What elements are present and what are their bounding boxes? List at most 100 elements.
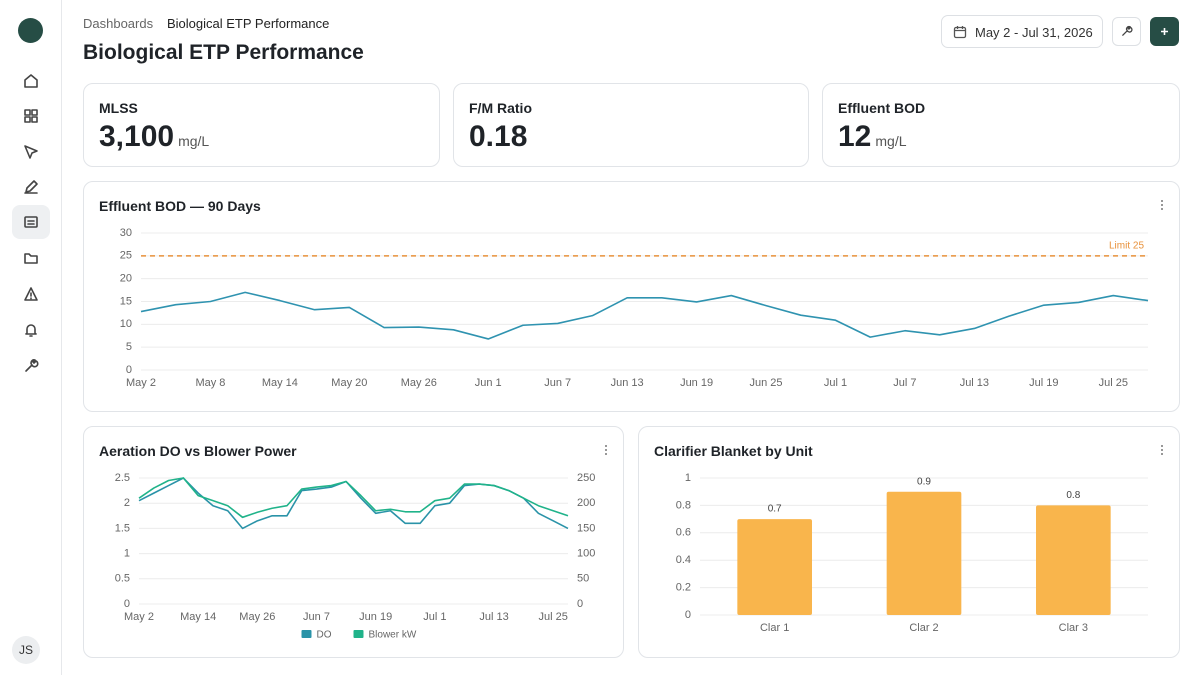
x-tick-label: May 8 bbox=[195, 377, 225, 389]
x-tick-label: May 14 bbox=[180, 611, 216, 623]
nav-alerts[interactable] bbox=[12, 277, 50, 311]
x-tick-label: Jun 7 bbox=[303, 611, 330, 623]
x-tick-label: May 26 bbox=[401, 377, 437, 389]
x-tick-label: Jul 1 bbox=[824, 377, 847, 389]
date-range: May 2 - Jul 31, 2026 bbox=[975, 25, 1093, 40]
x-tick-label: Jun 25 bbox=[750, 377, 783, 389]
breadcrumb-link[interactable]: Dashboards bbox=[83, 16, 154, 31]
chart-card: Aeration DO vs Blower Power bbox=[83, 426, 624, 658]
x-tick-label: Jun 19 bbox=[359, 611, 392, 623]
page-title: Biological ETP Performance bbox=[83, 41, 364, 64]
bar-value-label: 0.9 bbox=[917, 476, 931, 487]
x-tick-label: May 14 bbox=[262, 377, 298, 389]
y2-tick-label: 250 bbox=[577, 472, 595, 484]
y-tick-label: 0 bbox=[685, 609, 691, 621]
nav-dashboards[interactable] bbox=[12, 99, 50, 133]
kpi-value: 12 bbox=[838, 120, 872, 153]
x-tick-label: Jul 25 bbox=[1099, 377, 1128, 389]
settings-button[interactable] bbox=[1112, 17, 1141, 46]
x-tick-label: Jul 25 bbox=[539, 611, 568, 623]
y-tick-label: 30 bbox=[120, 227, 132, 239]
x-tick-label: Jun 19 bbox=[680, 377, 713, 389]
x-tick-label: Clar 3 bbox=[1059, 622, 1088, 634]
user-avatar[interactable]: JS bbox=[12, 636, 40, 664]
y2-tick-label: 100 bbox=[577, 548, 595, 560]
y-tick-label: 10 bbox=[120, 318, 132, 330]
kpi-label: MLSS bbox=[99, 100, 138, 116]
y2-tick-label: 150 bbox=[577, 522, 595, 534]
y-tick-label: 1.5 bbox=[115, 522, 130, 534]
y-tick-label: 5 bbox=[126, 341, 132, 353]
y-tick-label: 1 bbox=[124, 548, 130, 560]
x-tick-label: Jul 7 bbox=[893, 377, 916, 389]
kpi-card: Effluent BOD 12 mg/L bbox=[822, 83, 1180, 167]
kpi-unit: mg/L bbox=[178, 133, 210, 149]
y-tick-label: 2.5 bbox=[115, 472, 130, 484]
legend-swatch bbox=[353, 630, 364, 638]
chart-title: Clarifier Blanket by Unit bbox=[654, 443, 813, 459]
x-tick-label: Jul 1 bbox=[423, 611, 446, 623]
legend-swatch bbox=[301, 630, 312, 638]
date-range-picker[interactable]: May 2 - Jul 31, 2026 bbox=[941, 15, 1103, 48]
x-tick-label: May 26 bbox=[239, 611, 275, 623]
nav-explore[interactable] bbox=[12, 135, 50, 169]
x-tick-label: Jun 1 bbox=[475, 377, 502, 389]
chart-menu[interactable] bbox=[605, 445, 608, 457]
nav-reports[interactable] bbox=[12, 205, 50, 239]
chart-menu[interactable] bbox=[1161, 200, 1164, 212]
y-tick-label: 0.6 bbox=[676, 527, 691, 539]
kpi-card: MLSS 3,100 mg/L bbox=[83, 83, 440, 167]
kpi-card: F/M Ratio 0.18 bbox=[453, 83, 809, 167]
kpi-value: 3,100 bbox=[99, 120, 175, 153]
nav-settings[interactable] bbox=[12, 349, 50, 383]
x-tick-label: Clar 2 bbox=[909, 622, 938, 634]
nav-notifications[interactable] bbox=[12, 313, 50, 347]
nav-edit[interactable] bbox=[12, 170, 50, 204]
legend-label: Blower kW bbox=[369, 630, 417, 641]
breadcrumb-current: Biological ETP Performance bbox=[167, 16, 330, 31]
kpi-value-row: 12 mg/L bbox=[838, 120, 907, 154]
kpi-unit: mg/L bbox=[875, 133, 907, 149]
kpi-value-row: 3,100 mg/L bbox=[99, 120, 209, 154]
bar-value-label: 0.8 bbox=[1066, 490, 1080, 501]
x-tick-label: May 2 bbox=[124, 611, 154, 623]
chart-menu[interactable] bbox=[1161, 445, 1164, 457]
y-tick-label: 0.5 bbox=[115, 573, 130, 585]
kpi-label: Effluent BOD bbox=[838, 100, 926, 116]
y-tick-label: 1 bbox=[685, 472, 691, 484]
y-tick-label: 0 bbox=[126, 364, 132, 376]
y2-tick-label: 50 bbox=[577, 573, 589, 585]
x-tick-label: Jun 7 bbox=[544, 377, 571, 389]
calendar-icon bbox=[953, 26, 967, 39]
chart-title: Effluent BOD — 90 Days bbox=[99, 198, 261, 214]
bar bbox=[737, 519, 812, 615]
x-tick-label: Jul 13 bbox=[960, 377, 989, 389]
bar bbox=[886, 491, 962, 615]
logo[interactable] bbox=[18, 18, 43, 43]
threshold-label: Limit 25 bbox=[1109, 240, 1144, 251]
kpi-value: 0.18 bbox=[469, 120, 528, 153]
y-tick-label: 0 bbox=[124, 598, 130, 610]
legend-label: DO bbox=[317, 630, 332, 641]
nav-files[interactable] bbox=[12, 241, 50, 275]
y-tick-label: 0.2 bbox=[676, 582, 691, 594]
bar-value-label: 0.7 bbox=[768, 504, 782, 515]
y-tick-label: 2 bbox=[124, 497, 130, 509]
chart-card: Effluent BOD — 90 Days bbox=[83, 181, 1180, 412]
chart-title: Aeration DO vs Blower Power bbox=[99, 443, 297, 459]
x-tick-label: May 2 bbox=[126, 377, 156, 389]
kpi-value-row: 0.18 bbox=[469, 120, 527, 154]
y2-tick-label: 200 bbox=[577, 497, 595, 509]
nav-home[interactable] bbox=[12, 64, 50, 98]
y-tick-label: 20 bbox=[120, 273, 132, 285]
series-line bbox=[140, 291, 1149, 340]
y-tick-label: 0.4 bbox=[676, 554, 691, 566]
add-button[interactable] bbox=[1150, 17, 1179, 46]
y-tick-label: 25 bbox=[120, 250, 132, 262]
y-tick-label: 0.8 bbox=[676, 499, 691, 511]
x-tick-label: Clar 1 bbox=[760, 622, 789, 634]
y-tick-label: 15 bbox=[120, 295, 132, 307]
x-tick-label: Jul 19 bbox=[1029, 377, 1058, 389]
